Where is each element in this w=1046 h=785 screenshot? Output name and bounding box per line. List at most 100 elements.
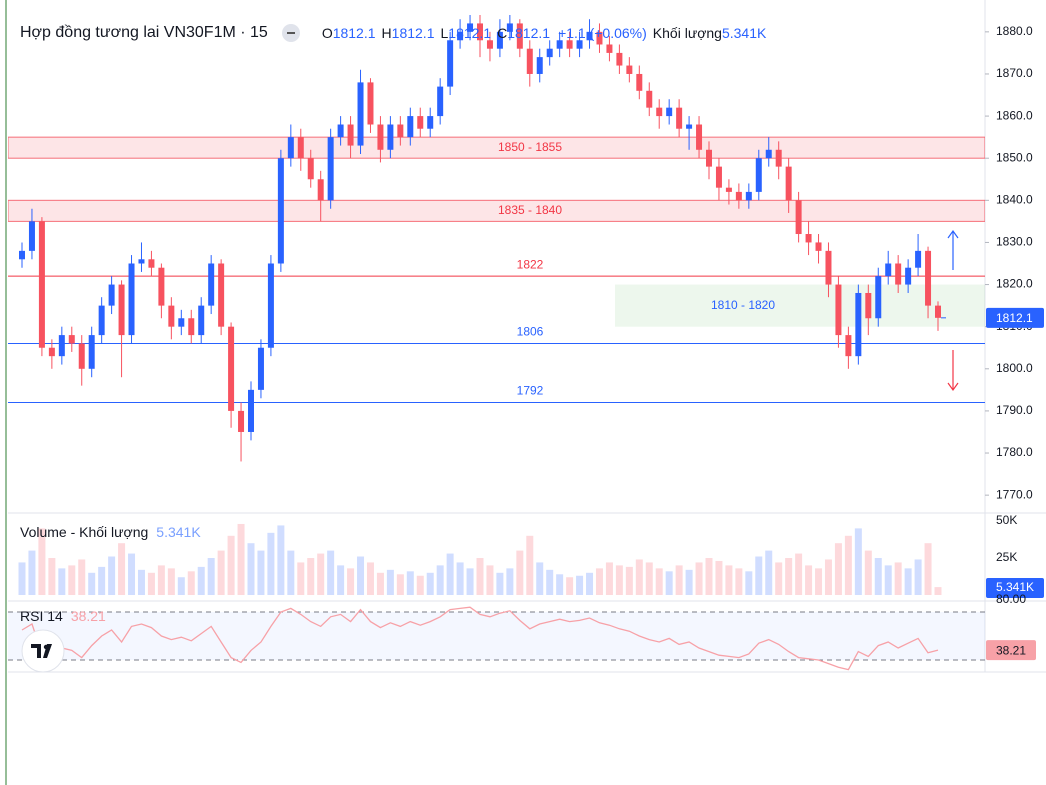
volume-bar <box>108 556 116 595</box>
volume-bar <box>28 550 36 595</box>
zone-label: 1810 - 1820 <box>711 298 775 312</box>
candle-body <box>905 267 912 285</box>
level-label: 1806 <box>517 325 544 339</box>
candle-body <box>248 389 254 432</box>
volume-bar <box>147 572 155 595</box>
candle-body <box>188 318 195 336</box>
candle-body <box>855 292 862 357</box>
volume-bar <box>396 574 404 595</box>
y-tick-label: 1780.0 <box>996 445 1033 459</box>
y-tick-label: 1800.0 <box>996 361 1033 375</box>
candle-body <box>865 292 872 319</box>
volume-tick-label: 50K <box>996 513 1017 527</box>
y-tick-label: 1820.0 <box>996 277 1033 291</box>
price-pane: 1850 - 1855 1835 - 1840 1810 - 1820 1822 180… <box>8 15 985 462</box>
rsi-last: 38.21 <box>70 608 106 624</box>
volume-bar <box>815 568 823 595</box>
volume-bar <box>98 566 106 595</box>
candle-body <box>168 305 175 327</box>
candle-body <box>88 335 95 369</box>
candle-body <box>676 107 683 129</box>
y-tick-label: 1840.0 <box>996 192 1033 206</box>
volume-bar <box>705 558 713 595</box>
volume-bar <box>775 562 783 595</box>
candle-body <box>735 191 742 201</box>
volume-bar <box>934 587 942 595</box>
candle-body <box>486 40 493 49</box>
candle-body <box>715 166 722 188</box>
candle-body <box>347 124 354 146</box>
candle-body <box>636 73 643 91</box>
candle-body <box>516 23 523 49</box>
volume-last: 5.341K <box>156 524 201 540</box>
volume-bar <box>675 565 683 595</box>
zone-label: 1850 - 1855 <box>498 140 562 154</box>
volume-key: Khối lượng <box>652 25 722 41</box>
volume-bar <box>556 574 564 595</box>
candle-body <box>885 263 892 277</box>
candle-body <box>915 250 922 268</box>
candle-body <box>586 31 593 41</box>
volume-bar <box>68 565 76 595</box>
volume-bar <box>476 558 484 595</box>
volume-bar <box>267 532 275 595</box>
candle-body <box>397 124 404 138</box>
candle-body <box>357 82 364 146</box>
candle-body <box>407 116 414 138</box>
candle-body <box>48 347 55 357</box>
volume-bar <box>217 550 225 595</box>
volume-bar <box>38 528 46 595</box>
candle-body <box>108 284 115 306</box>
volume-bar <box>655 568 663 595</box>
rsi-badge-label: 38.21 <box>996 643 1026 657</box>
volume-bar <box>237 523 245 595</box>
volume-bar <box>18 562 26 595</box>
volume-bar <box>486 565 494 595</box>
volume-bar <box>765 550 773 595</box>
volume-bar <box>137 569 145 595</box>
candle-body <box>38 221 45 348</box>
volume-bar <box>805 565 813 595</box>
candle-body <box>148 259 155 268</box>
candle-body <box>19 250 25 260</box>
ohlc-value: 1812.1 <box>448 25 492 41</box>
volume-bar <box>745 571 753 595</box>
symbol-title: Hợp đồng tương lai VN30F1M · 15 <box>20 24 268 41</box>
zone <box>615 284 985 327</box>
volume-bar <box>88 572 96 595</box>
volume-bar <box>864 550 872 595</box>
candle-body <box>327 137 334 201</box>
candle-body <box>417 116 424 129</box>
candle-body <box>267 263 274 348</box>
volume-bar <box>874 558 882 595</box>
volume-bar <box>526 535 534 595</box>
y-tick-label: 1870.0 <box>996 66 1033 80</box>
rsi-tick-label: 80.00 <box>996 592 1026 606</box>
candle-body <box>626 65 633 74</box>
zone <box>8 199 985 222</box>
volume-bar <box>824 559 832 595</box>
candle-body <box>297 137 304 159</box>
volume-bar <box>277 525 285 595</box>
candle-body <box>228 326 235 411</box>
candle-body <box>138 259 145 264</box>
up-arrow-head <box>947 229 959 239</box>
y-tick-label: 1830.0 <box>996 235 1033 249</box>
volume-bar <box>715 560 723 595</box>
collapse-button[interactable] <box>281 24 300 42</box>
candle-body <box>387 124 394 150</box>
volume-bar <box>247 543 255 595</box>
volume-bar <box>78 559 86 595</box>
ohlc-value: 1812.1 <box>332 25 376 41</box>
zone <box>8 136 985 159</box>
candle-body <box>337 124 344 138</box>
y-tick-label: 1860.0 <box>996 108 1033 122</box>
down-arrow-head <box>947 382 959 392</box>
zone-label: 1835 - 1840 <box>498 203 562 217</box>
candle-body <box>825 250 832 285</box>
candle-body <box>755 158 762 192</box>
volume-bar <box>785 558 793 595</box>
candle-body <box>576 40 583 49</box>
volume-bar <box>496 572 504 595</box>
